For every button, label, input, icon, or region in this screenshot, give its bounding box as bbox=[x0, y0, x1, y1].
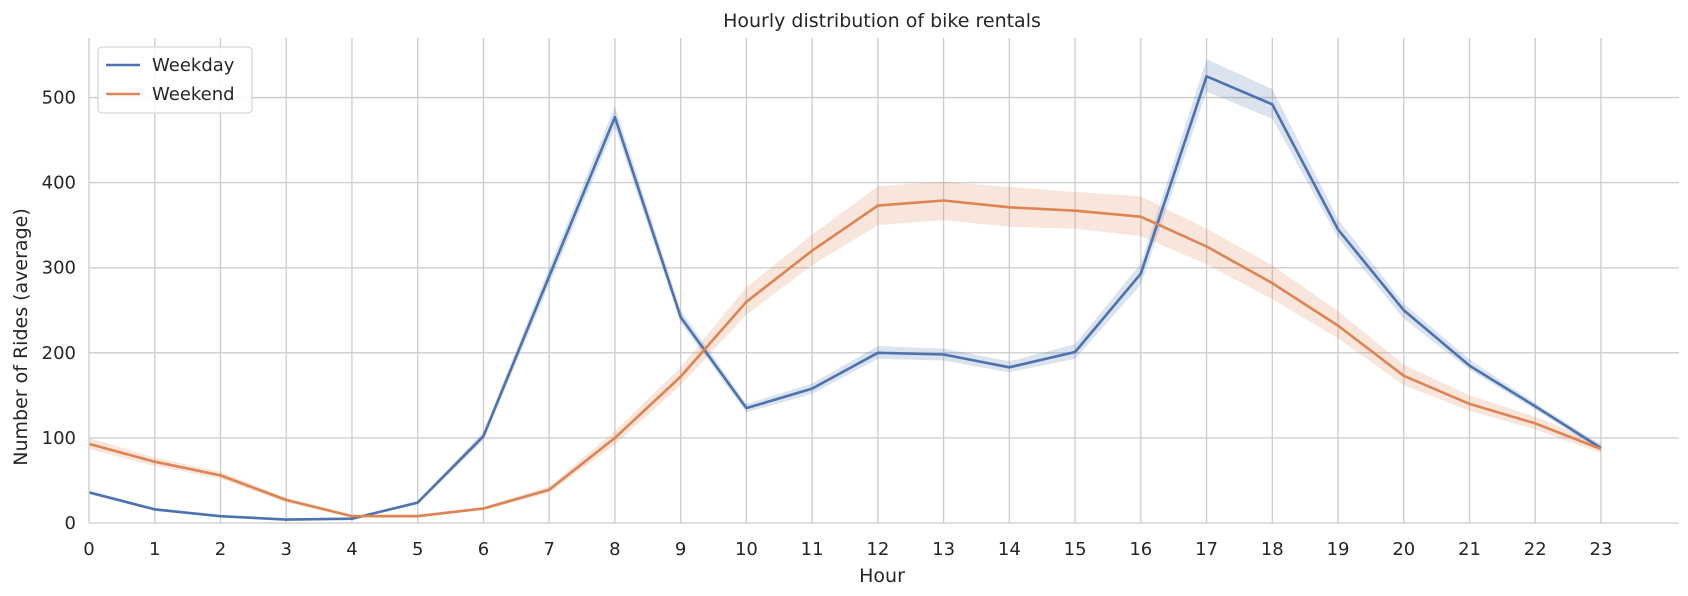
confidence-bands bbox=[89, 59, 1601, 520]
y-tick-label: 500 bbox=[42, 88, 76, 109]
x-tick-label: 21 bbox=[1458, 539, 1481, 560]
x-tick-label: 23 bbox=[1590, 539, 1613, 560]
x-tick-label: 11 bbox=[801, 539, 824, 560]
weekend-legend-label: Weekend bbox=[152, 84, 235, 105]
weekday-line bbox=[88, 75, 1602, 521]
weekday-legend-label: Weekday bbox=[152, 55, 235, 76]
weekday-confidence-band bbox=[89, 59, 1601, 520]
x-tick-label: 2 bbox=[215, 539, 226, 560]
weekend-line bbox=[88, 199, 1602, 518]
y-axis-label: Number of Rides (average) bbox=[10, 208, 32, 466]
x-tick-label: 8 bbox=[609, 539, 620, 560]
x-axis-label: Hour bbox=[859, 565, 905, 587]
x-tick-label: 17 bbox=[1195, 539, 1218, 560]
x-tick-label: 12 bbox=[866, 539, 889, 560]
grid bbox=[89, 38, 1679, 523]
x-tick-label: 5 bbox=[412, 539, 423, 560]
legend: Weekday Weekend bbox=[97, 46, 253, 114]
legend-box bbox=[97, 46, 253, 114]
weekend-confidence-band bbox=[89, 181, 1601, 518]
x-tick-label: 4 bbox=[346, 539, 357, 560]
x-tick-label: 3 bbox=[280, 539, 291, 560]
x-tick-label: 9 bbox=[675, 539, 686, 560]
x-tick-label: 14 bbox=[998, 539, 1021, 560]
y-tick-label: 0 bbox=[65, 513, 76, 534]
x-tick-label: 15 bbox=[1064, 539, 1087, 560]
x-tick-label: 20 bbox=[1392, 539, 1415, 560]
x-tick-label: 18 bbox=[1261, 539, 1284, 560]
x-tick-label: 0 bbox=[83, 539, 94, 560]
x-tick-label: 19 bbox=[1327, 539, 1350, 560]
x-tick-label: 16 bbox=[1129, 539, 1152, 560]
x-tick-label: 6 bbox=[478, 539, 489, 560]
series-lines bbox=[88, 75, 1602, 521]
x-tick-label: 22 bbox=[1524, 539, 1547, 560]
chart-title: Hourly distribution of bike rentals bbox=[723, 10, 1041, 32]
x-tick-label: 1 bbox=[149, 539, 160, 560]
y-tick-label: 300 bbox=[42, 258, 76, 279]
y-tick-label: 200 bbox=[42, 343, 76, 364]
x-tick-label: 10 bbox=[735, 539, 758, 560]
y-tick-label: 100 bbox=[42, 428, 76, 449]
y-tick-label: 400 bbox=[42, 173, 76, 194]
x-tick-label: 13 bbox=[932, 539, 955, 560]
x-tick-label: 7 bbox=[543, 539, 554, 560]
